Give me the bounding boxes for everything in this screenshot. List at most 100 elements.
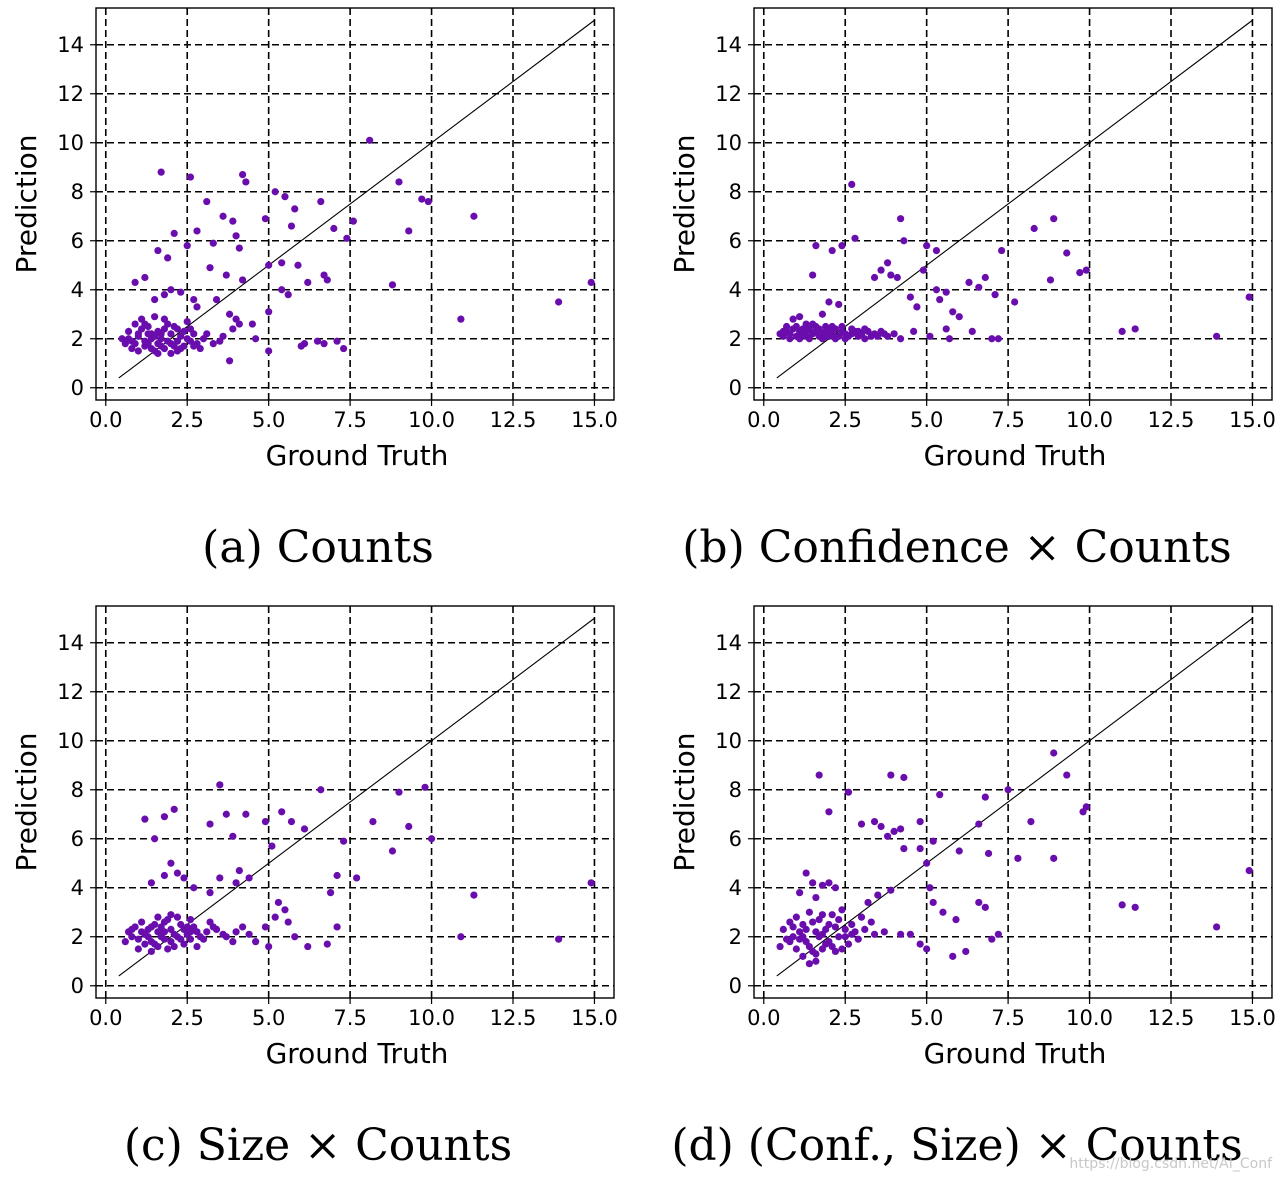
scatter-point-80 — [831, 923, 840, 931]
scatter-point-32 — [333, 871, 341, 880]
x-tick-label-1: 2.5 — [171, 1006, 204, 1030]
scatter-point-49 — [796, 313, 804, 321]
scatter-point-79 — [196, 933, 204, 941]
scatter-point-80 — [203, 928, 211, 936]
scatter-point-17 — [427, 835, 436, 843]
scatter-point-10 — [395, 178, 403, 186]
scatter-point-55 — [278, 286, 286, 294]
x-tick-label-2: 5.0 — [252, 408, 285, 432]
scatter-point-56 — [284, 291, 292, 299]
x-axis-label: Ground Truth — [924, 1037, 1107, 1070]
scatter-point-90 — [144, 933, 152, 941]
scatter-point-30 — [835, 300, 843, 309]
scatter-point-3 — [242, 178, 250, 186]
scatter-point-19 — [151, 835, 159, 843]
scatter-point-27 — [216, 874, 224, 882]
scatter-point-51 — [949, 952, 957, 960]
scatter-point-34 — [913, 303, 921, 311]
scatter-point-0 — [216, 781, 224, 789]
y-tick-label-0: 0 — [71, 376, 84, 400]
scatter-point-103 — [232, 928, 240, 936]
scatter-point-6 — [828, 246, 836, 255]
scatter-point-7 — [281, 193, 289, 201]
scatter-point-93 — [164, 945, 172, 953]
scatter-point-41 — [906, 930, 914, 938]
plot-area — [96, 8, 614, 400]
scatter-point-107 — [861, 325, 869, 333]
scatter-point-47 — [981, 903, 989, 911]
scatter-point-57 — [880, 928, 888, 936]
scatter-point-6 — [936, 791, 944, 799]
scatter-point-7 — [900, 237, 908, 245]
x-tick-label-5: 12.5 — [1148, 1006, 1195, 1030]
scatter-point-17 — [897, 825, 905, 833]
scatter-point-18 — [229, 217, 237, 225]
scatter-point-22 — [193, 227, 201, 235]
scatter-point-46 — [323, 940, 331, 948]
scatter-point-18 — [916, 818, 924, 826]
scatter-point-44 — [942, 325, 950, 333]
scatter-point-40 — [274, 898, 283, 907]
scatter-point-26 — [330, 224, 338, 233]
y-tick-label-6: 12 — [715, 680, 742, 704]
y-tick-label-3: 6 — [729, 827, 742, 851]
x-tick-label-1: 2.5 — [171, 408, 204, 432]
y-tick-label-1: 2 — [729, 327, 742, 351]
scatter-point-96 — [134, 347, 142, 355]
scatter-point-1 — [1063, 771, 1071, 779]
x-tick-label-2: 5.0 — [252, 1006, 285, 1030]
scatter-point-26 — [984, 849, 993, 858]
scatter-point-21 — [180, 874, 188, 882]
scatter-point-85 — [799, 952, 807, 960]
scatter-point-48 — [1118, 901, 1126, 909]
x-tick-label-5: 12.5 — [490, 408, 537, 432]
scatter-point-17 — [883, 259, 892, 267]
scatter-point-36 — [470, 891, 478, 899]
scatter-point-123 — [144, 340, 152, 348]
scatter-point-24 — [929, 837, 937, 845]
scatter-point-12 — [857, 820, 866, 828]
scatter-point-6 — [271, 188, 279, 196]
y-tick-label-4: 8 — [71, 180, 84, 204]
scatter-point-125 — [134, 330, 142, 338]
scatter-point-108 — [186, 928, 195, 936]
x-tick-label-4: 10.0 — [408, 408, 455, 432]
x-tick-label-1: 2.5 — [829, 1006, 862, 1030]
scatter-point-23 — [932, 286, 941, 294]
x-tick-label-4: 10.0 — [408, 1006, 455, 1030]
scatter-point-67 — [209, 340, 217, 348]
scatter-point-38 — [874, 891, 882, 899]
scatter-points — [776, 180, 1253, 343]
chart-panel-conf-size-counts: 0.0 2.5 5.0 7.5 10.0 12.5 15.0 0 2 4 6 8 10 12 14 Groun… — [668, 605, 1276, 1171]
scatter-point-40 — [555, 298, 563, 306]
scatter-point-39 — [887, 886, 895, 894]
scatter-point-19 — [975, 820, 983, 828]
scatter-point-40 — [897, 930, 905, 938]
scatter-point-70 — [235, 320, 243, 328]
scatter-point-101 — [812, 950, 820, 958]
scatter-point-13 — [1076, 269, 1084, 277]
scatter-point-5 — [844, 788, 853, 796]
scatter-point-22 — [916, 844, 924, 853]
x-axis-label: Ground Truth — [924, 439, 1107, 472]
scatter-point-13 — [870, 818, 879, 826]
scatter-point-15 — [1046, 276, 1055, 284]
scatter-point-4 — [838, 242, 846, 250]
scatter-point-59 — [861, 925, 869, 934]
scatter-point-15 — [369, 818, 377, 826]
scatter-point-31 — [268, 842, 276, 850]
scatter-point-37 — [323, 276, 331, 284]
scatter-point-4 — [366, 136, 374, 144]
scatter-point-31 — [222, 271, 230, 279]
y-axis-label: Prediction — [10, 134, 43, 273]
scatter-point-69 — [229, 325, 237, 333]
scatter-point-47 — [177, 288, 185, 296]
scatter-point-41 — [284, 918, 292, 926]
grid — [754, 606, 1272, 998]
scatter-point-40 — [994, 335, 1002, 343]
scatter-point-51 — [239, 923, 247, 931]
y-axis-label: Prediction — [10, 732, 43, 871]
scatter-point-89 — [825, 920, 833, 929]
y-tick-label-1: 2 — [71, 925, 84, 949]
scatter-point-98 — [138, 928, 146, 936]
